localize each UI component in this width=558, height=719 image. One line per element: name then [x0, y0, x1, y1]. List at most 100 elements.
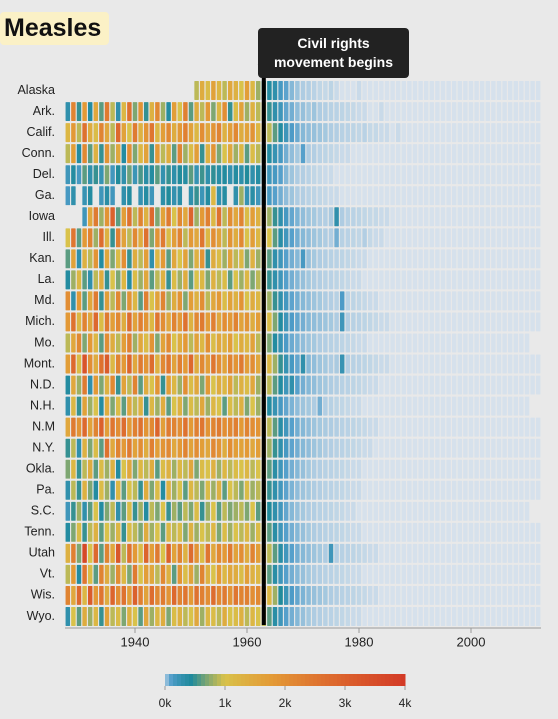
heatmap-cell	[205, 607, 211, 626]
heatmap-cell	[205, 564, 211, 584]
heatmap-cell	[205, 270, 211, 290]
heatmap-cell	[384, 165, 390, 185]
heatmap-cell	[519, 249, 524, 269]
heatmap-cell	[300, 543, 306, 563]
heatmap-cell	[328, 270, 334, 290]
heatmap-cell	[502, 312, 507, 332]
heatmap-cell	[239, 249, 244, 269]
heatmap-cell	[328, 228, 334, 248]
heatmap-cell	[356, 333, 362, 353]
heatmap-cell	[440, 291, 446, 311]
heatmap-cell	[384, 354, 390, 374]
heatmap-cell	[138, 291, 143, 311]
heatmap-cell	[121, 102, 127, 122]
colorbar-tick-label: 1k	[219, 696, 233, 710]
heatmap-cell	[390, 333, 395, 353]
heatmap-cell	[194, 123, 199, 143]
heatmap-cell	[491, 333, 496, 353]
heatmap-cell	[171, 228, 177, 248]
heatmap-cell	[205, 480, 211, 500]
heatmap-cell	[407, 165, 412, 185]
heatmap-cell	[407, 228, 412, 248]
heatmap-cell	[87, 375, 93, 395]
heatmap-cell	[468, 438, 474, 458]
heatmap-cell	[328, 396, 334, 416]
heatmap-cell	[519, 270, 524, 290]
heatmap-cell	[451, 585, 457, 605]
heatmap-cell	[440, 375, 446, 395]
heatmap-cell	[463, 333, 468, 353]
heatmap-cell	[115, 270, 121, 290]
heatmap-cell	[390, 480, 395, 500]
heatmap-cell	[379, 81, 384, 100]
heatmap-cell	[199, 249, 205, 269]
heatmap-cell	[446, 480, 451, 500]
heatmap-cell	[530, 522, 535, 542]
heatmap-cell	[535, 186, 541, 206]
heatmap-cell	[328, 291, 334, 311]
heatmap-cell	[407, 501, 412, 521]
heatmap-cell	[491, 102, 496, 122]
heatmap-cell	[267, 459, 272, 479]
heatmap-cell	[160, 123, 166, 143]
heatmap-cell	[283, 249, 289, 269]
heatmap-cell	[216, 291, 222, 311]
heatmap-cell	[418, 564, 423, 584]
heatmap-cell	[233, 144, 239, 164]
heatmap-cell	[435, 585, 440, 605]
heatmap-cell	[99, 585, 104, 605]
heatmap-cell	[339, 543, 345, 563]
heatmap-cell	[250, 102, 255, 122]
heatmap-cell	[502, 144, 507, 164]
heatmap-cell	[507, 186, 513, 206]
heatmap-cell	[183, 417, 188, 437]
heatmap-cell	[345, 165, 351, 185]
heatmap-cell	[300, 564, 306, 584]
heatmap-cell	[468, 396, 474, 416]
heatmap-cell	[127, 123, 132, 143]
heatmap-cell	[138, 144, 143, 164]
heatmap-cell	[104, 543, 110, 563]
heatmap-cell	[127, 249, 132, 269]
heatmap-cell	[216, 312, 222, 332]
heatmap-cell	[457, 249, 463, 269]
heatmap-cell	[451, 417, 457, 437]
heatmap-cell	[451, 102, 457, 122]
heatmap-cell	[143, 564, 149, 584]
heatmap-cell	[160, 144, 166, 164]
heatmap-cell	[485, 522, 491, 542]
heatmap-cell	[194, 459, 199, 479]
heatmap-cell	[250, 375, 255, 395]
heatmap-cell	[345, 522, 351, 542]
overlay-label: Civil rights movement begins	[258, 28, 409, 78]
heatmap-cell	[423, 291, 429, 311]
heatmap-cell	[211, 396, 216, 416]
heatmap-cell	[183, 501, 188, 521]
heatmap-cell	[474, 459, 479, 479]
colorbar-segment	[237, 674, 242, 686]
heatmap-cell	[317, 522, 323, 542]
heatmap-cell	[267, 270, 272, 290]
y-tick-label: Utah	[29, 546, 55, 560]
heatmap-cell	[194, 396, 199, 416]
heatmap-cell	[194, 291, 199, 311]
heatmap-cell	[479, 396, 485, 416]
heatmap-cell	[239, 607, 244, 626]
heatmap-cell	[93, 417, 99, 437]
heatmap-cell	[104, 585, 110, 605]
colorbar-segment	[205, 674, 210, 686]
heatmap-cell	[513, 585, 519, 605]
heatmap-cell	[199, 543, 205, 563]
heatmap-cell	[283, 228, 289, 248]
heatmap-cell	[535, 291, 541, 311]
heatmap-cell	[267, 543, 272, 563]
heatmap-cell	[351, 396, 356, 416]
heatmap-cell	[524, 375, 530, 395]
heatmap-cell	[272, 585, 278, 605]
heatmap-cell	[519, 607, 524, 626]
heatmap-cell	[401, 522, 407, 542]
heatmap-cell	[334, 354, 339, 374]
heatmap-cell	[317, 354, 323, 374]
heatmap-cell	[530, 585, 535, 605]
heatmap-cell	[463, 291, 468, 311]
